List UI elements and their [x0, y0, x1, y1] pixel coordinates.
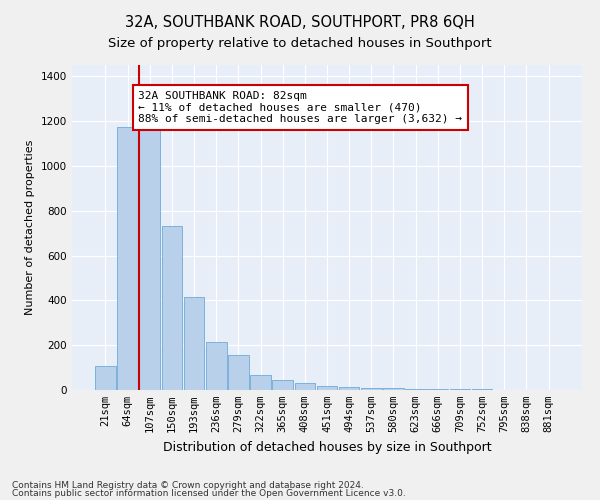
Bar	[317, 386, 337, 390]
Bar	[339, 386, 359, 390]
Bar	[95, 366, 116, 390]
Bar	[228, 356, 248, 390]
Bar	[184, 297, 205, 390]
Bar	[361, 388, 382, 390]
Bar	[161, 226, 182, 390]
Bar	[383, 388, 404, 390]
Bar	[472, 389, 493, 390]
Bar	[272, 380, 293, 390]
Bar	[449, 389, 470, 390]
Bar	[427, 389, 448, 390]
Text: Contains public sector information licensed under the Open Government Licence v3: Contains public sector information licen…	[12, 489, 406, 498]
Y-axis label: Number of detached properties: Number of detached properties	[25, 140, 35, 315]
Text: 32A, SOUTHBANK ROAD, SOUTHPORT, PR8 6QH: 32A, SOUTHBANK ROAD, SOUTHPORT, PR8 6QH	[125, 15, 475, 30]
Text: 32A SOUTHBANK ROAD: 82sqm
← 11% of detached houses are smaller (470)
88% of semi: 32A SOUTHBANK ROAD: 82sqm ← 11% of detac…	[139, 91, 463, 124]
Bar	[206, 342, 227, 390]
Text: Size of property relative to detached houses in Southport: Size of property relative to detached ho…	[108, 38, 492, 51]
Bar	[139, 129, 160, 390]
Bar	[406, 389, 426, 390]
Bar	[250, 376, 271, 390]
Bar	[295, 384, 315, 390]
X-axis label: Distribution of detached houses by size in Southport: Distribution of detached houses by size …	[163, 440, 491, 454]
Bar	[118, 126, 138, 390]
Text: Contains HM Land Registry data © Crown copyright and database right 2024.: Contains HM Land Registry data © Crown c…	[12, 480, 364, 490]
